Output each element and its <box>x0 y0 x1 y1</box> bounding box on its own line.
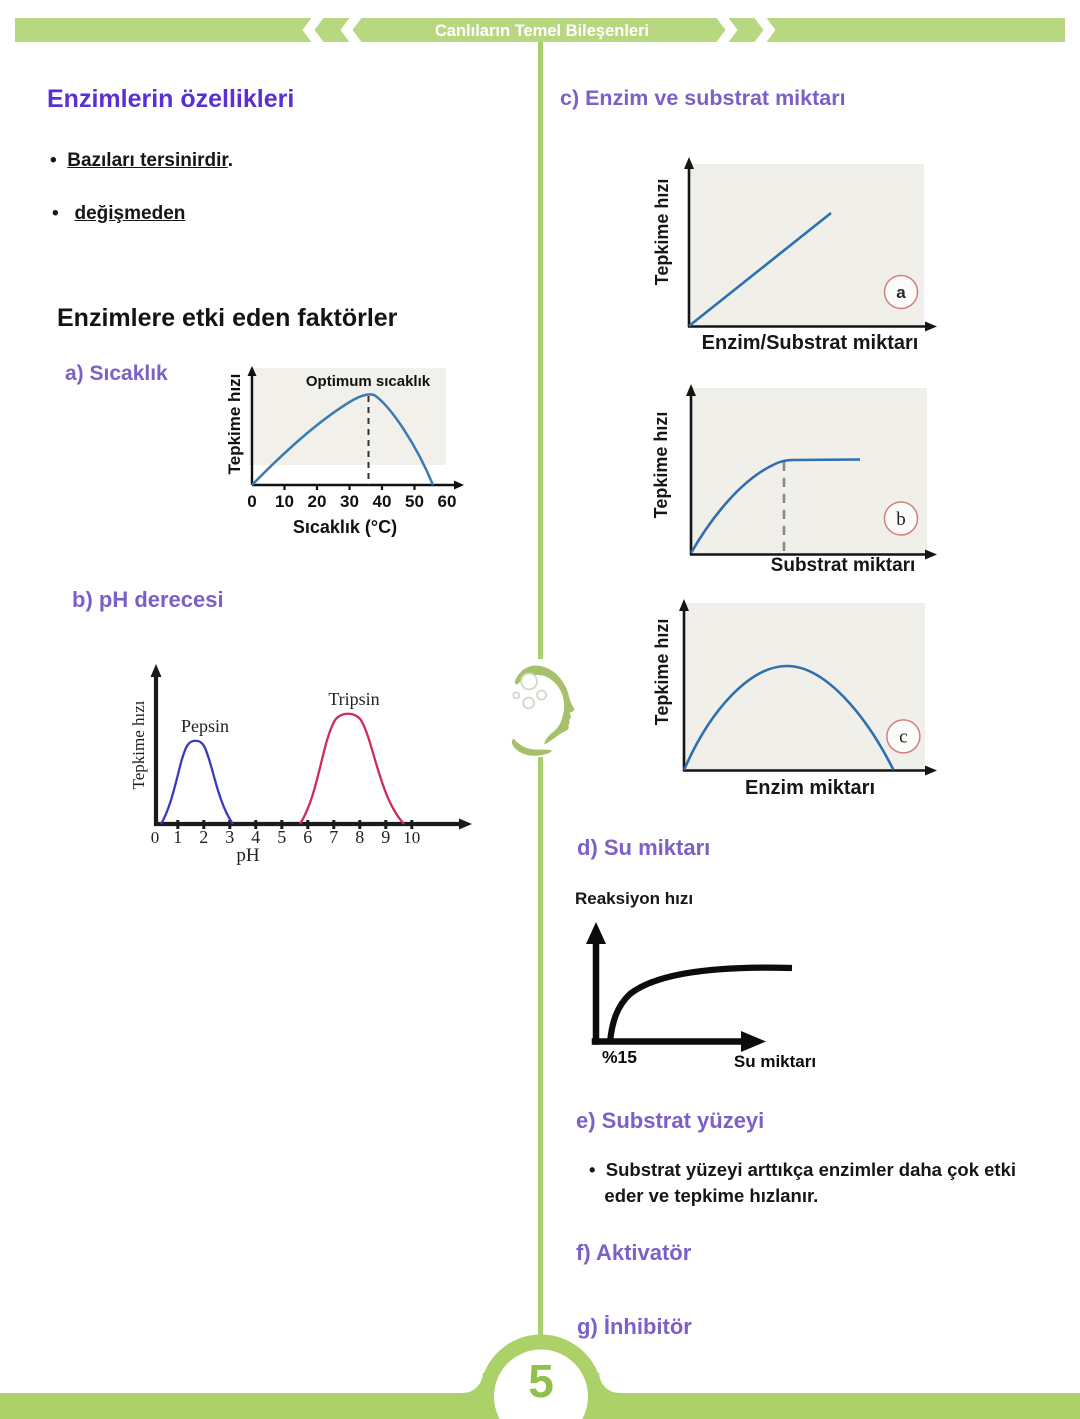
svg-text:Tripsin: Tripsin <box>328 689 379 709</box>
svg-text:1: 1 <box>173 827 182 847</box>
svg-text:Tepkime hızı: Tepkime hızı <box>225 374 244 475</box>
svg-text:10: 10 <box>403 828 420 847</box>
svg-text:Optimum sıcaklık: Optimum sıcaklık <box>306 373 431 390</box>
svg-text:20: 20 <box>308 492 327 511</box>
svg-text:Enzim miktarı: Enzim miktarı <box>745 777 875 799</box>
svg-text:2: 2 <box>199 827 208 847</box>
svg-text:10: 10 <box>275 492 294 511</box>
svg-text:0: 0 <box>247 492 256 511</box>
svg-text:6: 6 <box>303 827 312 847</box>
svg-text:5: 5 <box>277 827 286 847</box>
svg-text:Tepkime hızı: Tepkime hızı <box>651 412 671 519</box>
svg-text:8: 8 <box>355 827 364 847</box>
svg-text:Enzim/Substrat miktarı: Enzim/Substrat miktarı <box>702 332 919 354</box>
svg-text:4: 4 <box>251 827 260 847</box>
svg-text:a: a <box>896 283 906 302</box>
svg-text:Su miktarı: Su miktarı <box>734 1052 816 1071</box>
svg-text:40: 40 <box>373 492 392 511</box>
svg-text:50: 50 <box>405 492 424 511</box>
svg-text:c: c <box>899 727 907 748</box>
svg-text:0: 0 <box>151 828 160 847</box>
svg-text:b: b <box>896 509 906 530</box>
svg-text:pH: pH <box>236 845 260 866</box>
svg-text:Pepsin: Pepsin <box>181 716 229 736</box>
svg-text:Tepkime hızı: Tepkime hızı <box>652 619 672 726</box>
svg-text:5: 5 <box>528 1355 554 1407</box>
svg-text:%15: %15 <box>602 1047 637 1067</box>
svg-text:7: 7 <box>329 827 338 847</box>
svg-text:3: 3 <box>225 827 234 847</box>
svg-text:30: 30 <box>340 492 359 511</box>
svg-text:Canlıların Temel Bileşenleri: Canlıların Temel Bileşenleri <box>435 22 649 40</box>
svg-text:Tepkime hızı: Tepkime hızı <box>652 179 672 286</box>
svg-text:Substrat miktarı: Substrat miktarı <box>771 555 916 576</box>
svg-text:Tepkime hızı: Tepkime hızı <box>129 700 148 789</box>
svg-text:Sıcaklık (°C): Sıcaklık (°C) <box>293 517 397 537</box>
svg-text:9: 9 <box>381 827 390 847</box>
svg-text:60: 60 <box>438 492 457 511</box>
